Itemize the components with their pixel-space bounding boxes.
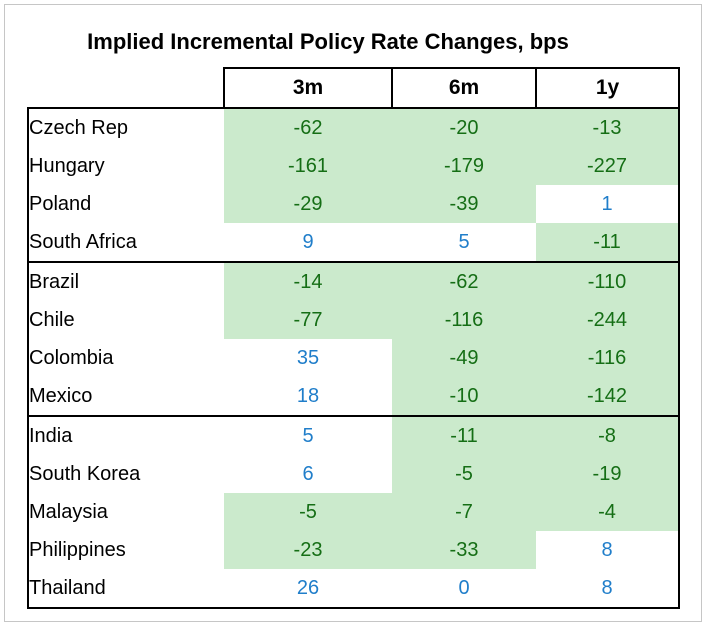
value-cell: -11: [392, 416, 536, 455]
rates-table: 3m 6m 1y Czech Rep -62 -20 -13 Hungary -161 -1…: [27, 67, 680, 609]
value-cell: -62: [392, 262, 536, 301]
table-row: India 5 -11 -8: [28, 416, 679, 455]
value-cell: -77: [224, 301, 392, 339]
value-cell: -5: [392, 455, 536, 493]
country-cell: Hungary: [29, 154, 105, 177]
value-cell: 18: [224, 377, 392, 416]
value-cell: -11: [536, 223, 679, 262]
table-row: South Africa 9 5 -11: [28, 223, 679, 262]
value-cell: -142: [536, 377, 679, 416]
table-row: Malaysia -5 -7 -4: [28, 493, 679, 531]
value-cell: -5: [224, 493, 392, 531]
value-cell: -4: [536, 493, 679, 531]
table-row: Poland -29 -39 1: [28, 185, 679, 223]
value-cell: 26: [224, 569, 392, 608]
country-group: India 5 -11 -8 South Korea 6 -5 -19 Malaysia -5 -7…: [28, 416, 679, 608]
country-cell: Philippines: [29, 538, 126, 561]
value-cell: -33: [392, 531, 536, 569]
value-cell: -29: [224, 185, 392, 223]
value-cell: -161: [224, 147, 392, 185]
value-cell: 0: [392, 569, 536, 608]
country-cell: Thailand: [29, 576, 106, 599]
value-cell: -244: [536, 301, 679, 339]
table-row: Hungary -161 -179 -227: [28, 147, 679, 185]
value-cell: -49: [392, 339, 536, 377]
col-header-3m: 3m: [223, 67, 393, 109]
country-cell: Brazil: [29, 270, 80, 293]
value-cell: -20: [392, 108, 536, 147]
col-header-1y: 1y: [535, 67, 680, 109]
value-cell: -13: [536, 108, 679, 147]
value-cell: 9: [224, 223, 392, 262]
value-cell: -39: [392, 185, 536, 223]
table-row: Colombia 35 -49 -116: [28, 339, 679, 377]
value-cell: -8: [536, 416, 679, 455]
table-row: Brazil -14 -62 -110: [28, 262, 679, 301]
value-cell: 8: [536, 531, 679, 569]
value-cell: -23: [224, 531, 392, 569]
table-row: Czech Rep -62 -20 -13: [28, 108, 679, 147]
table-row: Philippines -23 -33 8: [28, 531, 679, 569]
country-cell: Malaysia: [29, 500, 108, 523]
value-cell: 6: [224, 455, 392, 493]
value-cell: 1: [536, 185, 679, 223]
value-cell: -179: [392, 147, 536, 185]
value-cell: 35: [224, 339, 392, 377]
value-cell: -14: [224, 262, 392, 301]
table-row: Thailand 26 0 8: [28, 569, 679, 608]
country-cell: India: [29, 424, 73, 447]
country-group: Brazil -14 -62 -110 Chile -77 -116 -244 Colombia…: [28, 262, 679, 416]
value-cell: -62: [224, 108, 392, 147]
country-group: Czech Rep -62 -20 -13 Hungary -161 -179 -227 Pol…: [28, 108, 679, 262]
country-cell: South Africa: [29, 230, 137, 253]
country-cell: Poland: [29, 192, 92, 215]
table-row: Chile -77 -116 -244: [28, 301, 679, 339]
country-cell: Colombia: [29, 346, 114, 369]
country-cell: Czech Rep: [29, 116, 128, 139]
value-cell: -116: [392, 301, 536, 339]
value-cell: -116: [536, 339, 679, 377]
country-cell: South Korea: [29, 462, 141, 485]
value-cell: 5: [392, 223, 536, 262]
country-cell: Chile: [29, 308, 75, 331]
col-header-6m: 6m: [391, 67, 537, 109]
country-cell: Mexico: [29, 384, 93, 407]
table-row: Mexico 18 -10 -142: [28, 377, 679, 416]
value-cell: -110: [536, 262, 679, 301]
value-cell: 5: [224, 416, 392, 455]
value-cell: -10: [392, 377, 536, 416]
table-header: 3m 6m 1y: [28, 67, 680, 109]
value-cell: 8: [536, 569, 679, 608]
corner-cell: [28, 68, 224, 108]
table-row: South Korea 6 -5 -19: [28, 455, 679, 493]
value-cell: -7: [392, 493, 536, 531]
value-cell: -227: [536, 147, 679, 185]
header-row: 3m 6m 1y: [28, 67, 680, 109]
figure-title: Implied Incremental Policy Rate Changes,…: [87, 29, 569, 54]
value-cell: -19: [536, 455, 679, 493]
